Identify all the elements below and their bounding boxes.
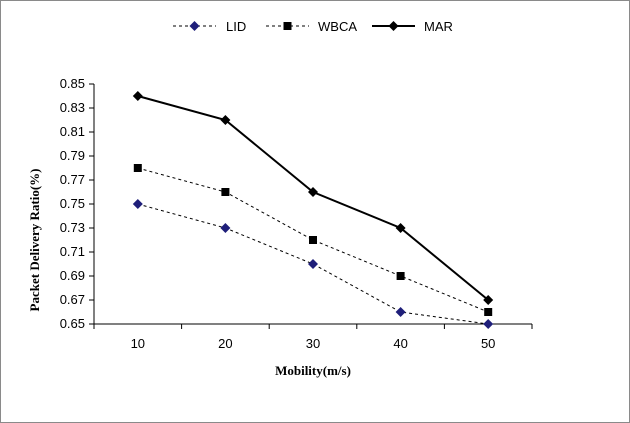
legend-item-lid: LID [173, 19, 246, 34]
series-mar [132, 91, 494, 305]
data-point-wbca [133, 164, 142, 172]
x-tick-label: 40 [393, 336, 407, 351]
y-tick-label: 0.83 [60, 100, 85, 115]
x-tick-label: 10 [131, 336, 145, 351]
plot-area [132, 91, 494, 329]
x-axis-title: Mobility(m/s) [275, 363, 351, 378]
data-point-mar [220, 115, 231, 125]
legend-label: MAR [424, 19, 453, 34]
x-tick-label: 30 [306, 336, 320, 351]
x-tick-label: 50 [481, 336, 495, 351]
data-point-wbca [396, 272, 405, 280]
data-point-wbca [221, 188, 230, 196]
legend-label: WBCA [318, 19, 357, 34]
data-point-lid [308, 259, 318, 269]
y-tick-label: 0.79 [60, 148, 85, 163]
legend-marker [283, 22, 292, 30]
y-tick-label: 0.73 [60, 220, 85, 235]
data-point-mar [308, 187, 318, 197]
series-line-mar [137, 95, 489, 301]
data-point-mar [483, 295, 494, 305]
data-point-lid [483, 319, 494, 329]
data-point-wbca [309, 236, 317, 244]
y-tick-label: 0.81 [60, 124, 85, 139]
y-tick-label: 0.65 [60, 316, 85, 331]
legend-marker [388, 21, 399, 31]
data-point-lid [220, 223, 231, 233]
y-tick-label: 0.85 [60, 76, 85, 91]
data-point-lid [132, 199, 143, 209]
y-tick-label: 0.71 [60, 244, 85, 259]
legend-marker [189, 21, 200, 31]
x-tick-label: 20 [218, 336, 232, 351]
data-point-mar [132, 91, 143, 101]
series-line-wbca [137, 167, 489, 313]
y-tick-label: 0.75 [60, 196, 85, 211]
series-lid [132, 199, 494, 329]
legend-item-mar: MAR [372, 19, 453, 34]
y-tick-label: 0.69 [60, 268, 85, 283]
y-tick-label: 0.67 [60, 292, 85, 307]
data-point-lid [395, 307, 406, 317]
legend-item-wbca: WBCA [266, 19, 357, 34]
y-axis: 0.65 0.67 0.69 0.71 0.73 0.75 0.77 0.79 0.81 0.83… [60, 76, 95, 331]
series-wbca [133, 164, 493, 316]
legend: LID WBCA MAR [173, 19, 453, 34]
x-axis: 10 20 30 40 50 [93, 323, 533, 351]
y-tick-label: 0.77 [60, 172, 85, 187]
legend-label: LID [226, 19, 246, 34]
data-point-mar [395, 223, 406, 233]
series-line-lid [137, 203, 489, 325]
y-axis-title: Packet Delivery Ratio(%) [27, 169, 42, 312]
data-point-wbca [484, 308, 493, 316]
